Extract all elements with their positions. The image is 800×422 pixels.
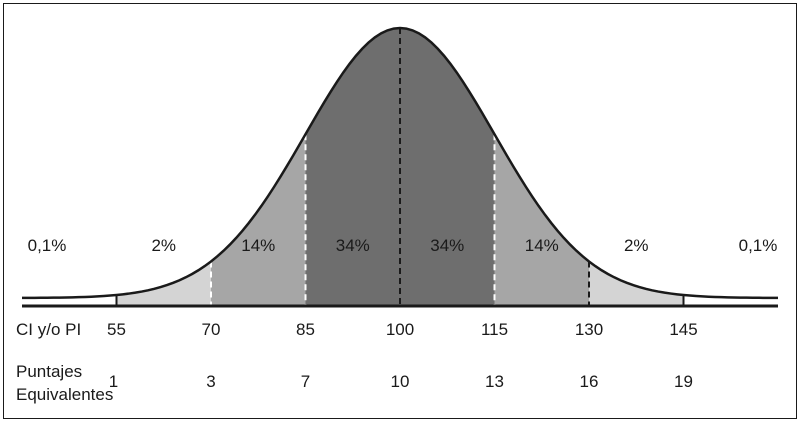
ci-tick-0: 55 bbox=[107, 320, 126, 339]
ci-tick-2: 85 bbox=[296, 320, 315, 339]
puntaje-tick-3: 10 bbox=[391, 372, 410, 391]
puntaje-tick-6: 19 bbox=[674, 372, 693, 391]
row-label-puntajes-line1: Puntajes bbox=[16, 362, 82, 381]
row-label-ci: CI y/o PI bbox=[16, 320, 81, 339]
region-label-2: 14% bbox=[241, 236, 275, 255]
region-4 bbox=[400, 28, 495, 306]
region-label-5: 14% bbox=[525, 236, 559, 255]
ci-tick-5: 130 bbox=[575, 320, 603, 339]
region-label-0: 0,1% bbox=[28, 236, 67, 255]
region-label-7: 0,1% bbox=[739, 236, 778, 255]
ci-tick-3: 100 bbox=[386, 320, 414, 339]
puntaje-tick-1: 3 bbox=[206, 372, 215, 391]
region-1 bbox=[116, 261, 211, 306]
region-label-1: 2% bbox=[151, 236, 176, 255]
ci-tick-labels: 55 70 85 100 115 130 145 bbox=[107, 320, 698, 339]
area-regions bbox=[22, 28, 778, 306]
ci-tick-1: 70 bbox=[202, 320, 221, 339]
ci-tick-6: 145 bbox=[669, 320, 697, 339]
region-3 bbox=[305, 28, 400, 306]
region-5 bbox=[494, 134, 589, 306]
bell-curve bbox=[21, 26, 779, 300]
puntaje-tick-4: 13 bbox=[485, 372, 504, 391]
ci-tick-4: 115 bbox=[481, 320, 508, 339]
region-6 bbox=[589, 261, 684, 306]
region-2 bbox=[211, 134, 306, 306]
puntaje-tick-0: 1 bbox=[109, 372, 118, 391]
row-label-puntajes-line2: Equivalentes bbox=[16, 385, 113, 404]
puntaje-tick-5: 16 bbox=[580, 372, 599, 391]
boundary-lines bbox=[115, 28, 685, 306]
percentage-labels: 0,1% 2% 14% 34% 34% 14% 2% 0,1% bbox=[28, 236, 778, 255]
puntaje-tick-2: 7 bbox=[301, 372, 310, 391]
region-label-3: 34% bbox=[336, 236, 370, 255]
region-label-6: 2% bbox=[624, 236, 649, 255]
puntajes-tick-labels: 1 3 7 10 13 16 19 bbox=[109, 372, 693, 391]
region-label-4: 34% bbox=[430, 236, 464, 255]
